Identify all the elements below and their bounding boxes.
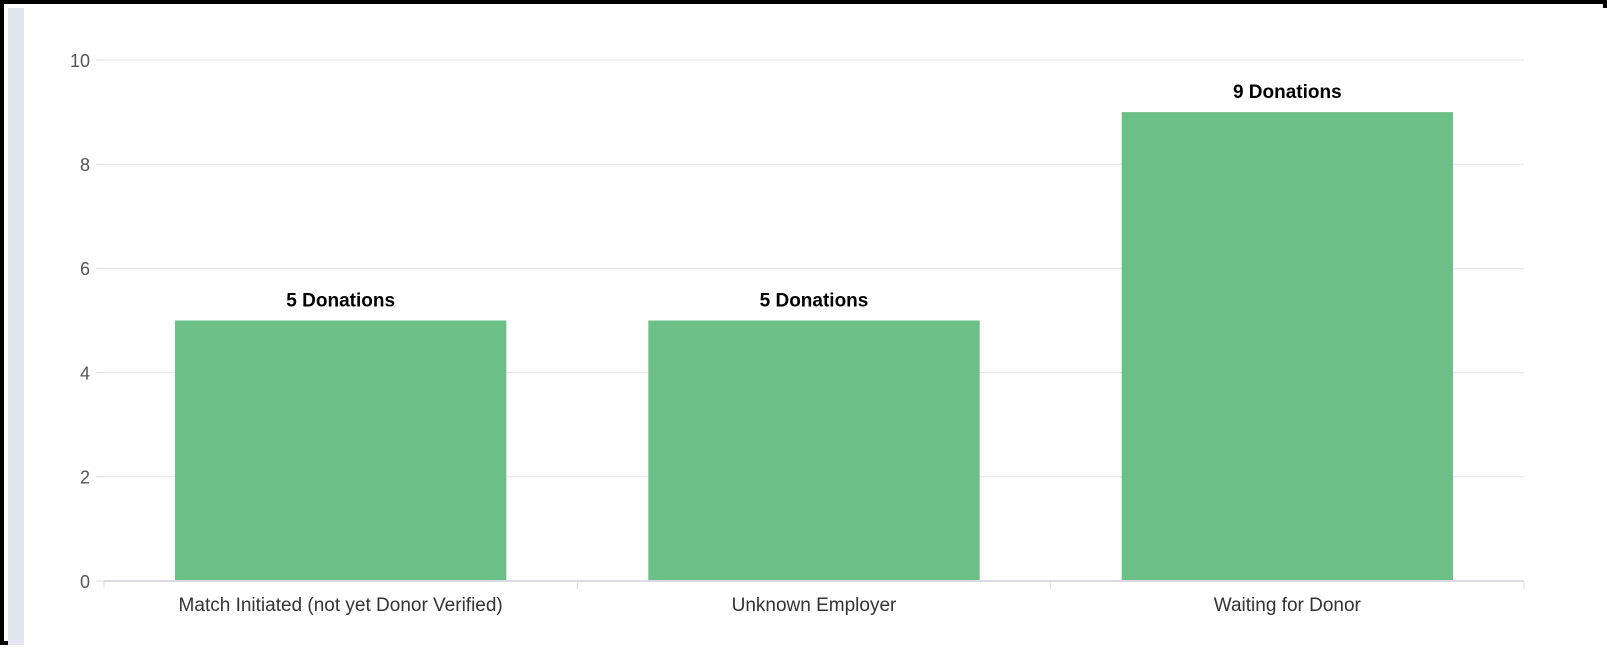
axis-layer [96,59,1525,589]
y-tick-label: 6 [80,259,90,279]
bar-data-label: 5 Donations [760,291,869,312]
chart-card: 0 2 4 6 8 10 5 Donations Match Initiated (not y… [24,8,1607,645]
y-tick-label: 2 [80,468,90,488]
x-category-label: Unknown Employer [732,595,897,616]
y-tick-label: 10 [70,51,90,71]
y-tick-label: 8 [80,155,90,175]
bar-chart: 0 2 4 6 8 10 5 Donations Match Initiated (not y… [70,51,1525,616]
bar-data-label: 9 Donations [1233,82,1342,103]
x-category-label: Waiting for Donor [1214,595,1362,616]
bars-layer [175,112,1453,581]
bar-data-label: 5 Donations [286,291,395,312]
bar[interactable] [1121,112,1453,581]
y-tick-label: 0 [80,572,90,592]
bar[interactable] [648,320,980,582]
y-tick-label: 4 [80,363,90,383]
labels-layer: 0 2 4 6 8 10 5 Donations Match Initiated (not y… [70,51,1362,616]
bar[interactable] [175,320,507,582]
x-category-label: Match Initiated (not yet Donor Verified) [179,595,503,616]
